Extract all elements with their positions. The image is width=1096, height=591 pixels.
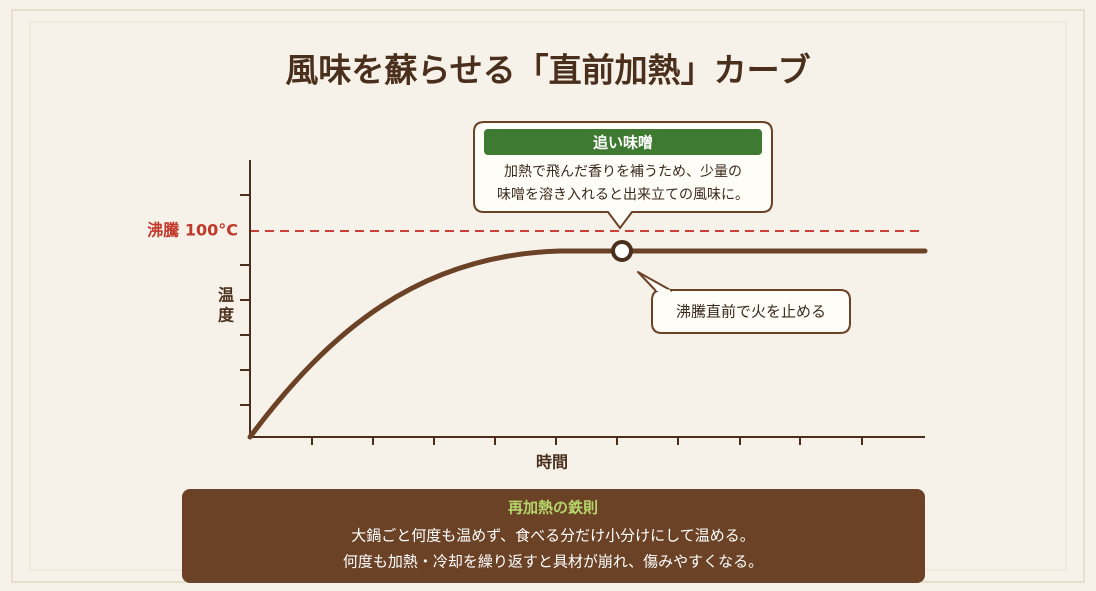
y-label: 温 [217,286,234,305]
y-label: 度 [218,306,235,325]
add-miso-point [611,240,633,262]
callout-text: 味噌を溶き入れると出来立ての風味に。 [497,187,749,203]
callout-header [484,129,762,155]
rule-box [182,489,925,583]
callout-title: 追い味噌 [593,134,653,152]
rule-text: 何度も加熱・冷却を繰り返すと具材が崩れ、傷みやすくなる。 [343,553,763,571]
callout-pointer [637,271,673,292]
boiling-label: 沸騰 100°C [147,221,238,240]
title: 風味を蘇らせる「直前加熱」カーブ [285,51,810,90]
rule-text: 大鍋ごと何度も温めず、食べる分だけ小分けにして温める。 [351,527,755,545]
rule-title: 再加熱の鉄則 [508,499,598,517]
temperature-curve [247,248,928,440]
callout-text: 加熱で飛んだ香りを補うため、少量の [504,164,742,180]
callout-box [651,289,851,334]
callout-text: 沸騰直前で火を止める [676,303,826,321]
x-label: 時間 [536,453,568,472]
axes [240,160,925,445]
